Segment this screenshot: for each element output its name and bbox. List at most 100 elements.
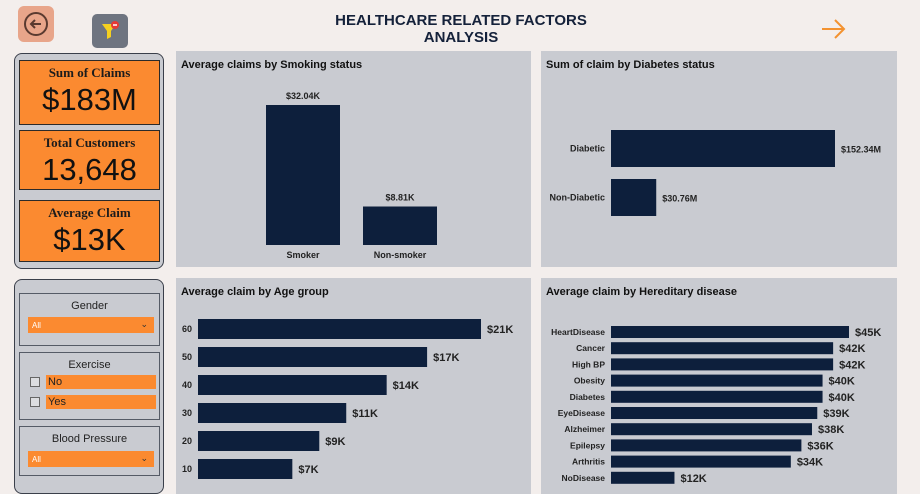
age-group-chart: Average claim by Age group 60 $21K 50 $17K 4… [176,278,531,494]
data-label: $40K [829,392,855,404]
bar [611,455,791,468]
kpi-card-average-claim: Average Claim $13K [19,200,160,262]
kpi-value: $13K [53,222,126,257]
bar [198,459,293,479]
hereditary-disease-chart: Average claim by Hereditary disease Hear… [541,278,897,494]
category-label: Smoker [286,250,320,260]
kpi-card-sum-of-claims: Sum of Claims $183M [19,60,160,125]
diabetes-chart-svg: Diabetic $152.34M Non-Diabetic $30.76M [549,130,881,216]
age-group-chart-svg: 60 $21K 50 $17K 40 $14K 30 $11K 20 $9K 10 $7K [182,319,513,479]
bar [198,431,320,451]
smoking-chart-svg: $32.04K Smoker $8.81K Non-smoker [266,91,437,260]
data-label: $45K [855,327,881,339]
blood-pressure-slicer: Blood Pressure All ⌄ [19,426,160,476]
bar [611,407,818,419]
slicer-title: Gender [71,300,108,312]
bar [363,206,437,245]
bar [198,347,428,367]
category-label: Epilepsy [570,440,605,450]
chevron-down-icon: ⌄ [140,453,148,463]
dropdown-value: All [32,455,41,464]
bar [198,375,387,395]
data-label: $32.04K [286,91,321,101]
data-label: $17K [433,352,459,364]
category-label: Cancer [576,343,606,353]
option-label: No [46,375,156,389]
data-label: $9K [325,436,345,448]
data-label: $34K [797,457,823,469]
next-arrow-icon [822,19,846,39]
gender-slicer: Gender All ⌄ [19,293,160,346]
chart-title: Average claim by Hereditary disease [546,286,737,298]
next-button[interactable] [818,14,850,44]
bar [611,130,835,167]
bar [611,342,834,355]
bar [611,358,834,371]
bar [611,471,675,484]
chart-title: Sum of claim by Diabetes status [546,59,715,71]
bar [611,390,823,403]
kpi-value: $183M [42,82,137,117]
category-label: 30 [182,408,192,418]
category-label: 50 [182,352,192,362]
page-title: HEALTHCARE RELATED FACTORS ANALYSIS [335,12,587,46]
data-label: $8.81K [385,193,415,203]
category-label: Obesity [574,376,605,386]
hereditary-disease-chart-svg: HeartDisease $45K Cancer $42K High BP $42K Obe… [551,326,881,485]
bar [198,403,347,423]
blood-pressure-dropdown[interactable]: All ⌄ [28,451,154,467]
exercise-slicer: Exercise No Yes [19,352,160,420]
category-label: High BP [572,359,605,369]
bar [611,179,657,216]
category-label: Alzheimer [564,424,605,434]
category-label: Diabetic [570,144,605,154]
data-label: $12K [680,473,706,485]
bar [611,423,812,436]
slicer-title: Blood Pressure [51,433,128,445]
category-label: 60 [182,324,192,334]
kpi-panel: Sum of Claims $183M Total Customers 13,6… [14,53,164,269]
data-label: $36K [807,440,833,452]
data-label: $21K [487,324,513,336]
dropdown-value: All [32,321,41,330]
category-label: 40 [182,380,192,390]
data-label: $40K [829,376,855,388]
data-label: $42K [839,343,865,355]
data-label: $42K [839,359,865,371]
data-label: $7K [298,464,318,476]
kpi-label: Sum of Claims [48,65,131,80]
gender-dropdown[interactable]: All ⌄ [28,317,154,333]
category-label: Non-smoker [374,250,427,260]
data-label: $30.76M [662,194,697,204]
checkbox[interactable] [30,397,40,407]
category-label: 20 [182,436,192,446]
bar [611,439,802,452]
category-label: 10 [182,464,192,474]
slicer-panel: Gender All ⌄ Exercise No Yes Blood Press… [14,279,164,494]
data-label: $152.34M [841,145,881,155]
category-label: Diabetes [570,392,606,402]
back-button[interactable] [18,6,54,42]
category-label: NoDisease [562,473,606,483]
slicer-title: Exercise [68,359,111,371]
bar [198,319,481,339]
filter-button[interactable] [92,14,128,48]
kpi-label: Total Customers [43,135,136,150]
exercise-option-no[interactable]: No [30,375,156,389]
category-label: Arthritis [572,457,605,467]
kpi-label: Average Claim [48,205,131,220]
data-label: $14K [393,380,419,392]
bar [266,105,340,245]
checkbox[interactable] [30,377,40,387]
kpi-value: 13,648 [42,152,137,187]
data-label: $11K [352,408,378,420]
diabetes-chart: Sum of claim by Diabetes status Diabetic… [541,51,897,267]
back-arrow-icon [24,12,48,36]
data-label: $38K [818,424,844,436]
exercise-option-yes[interactable]: Yes [30,395,156,409]
bar [611,326,849,338]
category-label: Non-Diabetic [549,193,605,203]
smoking-chart: Average claims by Smoking status $32.04K… [176,51,531,267]
filter-icon [102,21,119,39]
category-label: EyeDisease [558,408,606,418]
